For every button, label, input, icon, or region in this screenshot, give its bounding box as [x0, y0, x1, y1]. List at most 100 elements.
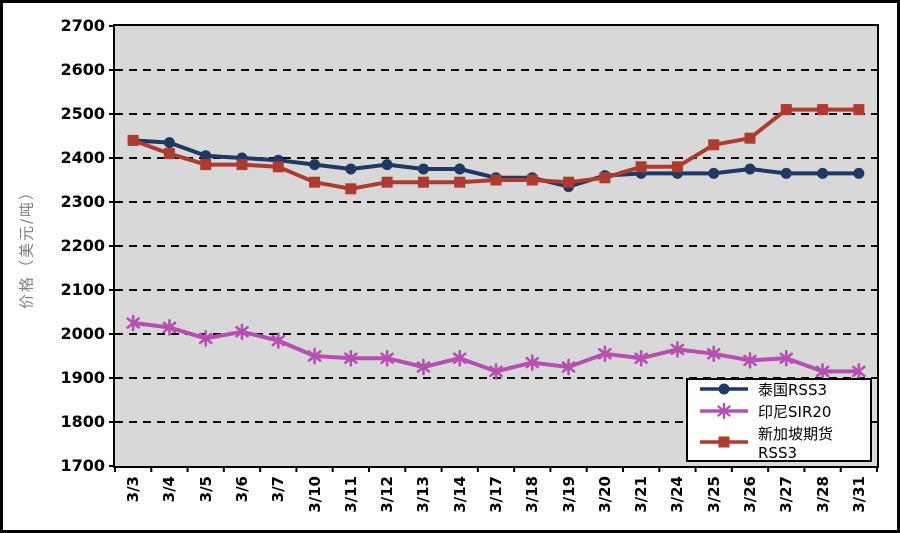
- legend-label: 印尼SIR20: [758, 402, 832, 421]
- y-tick-label: 1700: [60, 456, 105, 475]
- asterisk-marker-icon: [598, 345, 612, 363]
- x-tick-label: 3/7: [269, 476, 288, 503]
- y-tick-label: 1800: [60, 412, 105, 431]
- square-marker-icon: [744, 132, 756, 144]
- asterisk-marker-icon: [634, 349, 648, 367]
- x-tick-label: 3/20: [595, 476, 614, 513]
- circle-marker-icon: [718, 383, 730, 395]
- asterisk-marker-icon: [489, 363, 503, 380]
- y-tick-label: 2700: [60, 16, 105, 35]
- x-tick-label: 3/21: [632, 476, 651, 513]
- legend: 泰国RSS3 印尼SIR20 新加坡期货RSS3: [686, 378, 872, 462]
- circle-marker-icon: [163, 137, 175, 149]
- x-tick-label: 3/10: [305, 476, 324, 513]
- square-marker-icon: [718, 436, 730, 448]
- square-marker-icon: [309, 176, 321, 188]
- asterisk-marker-icon: [452, 349, 467, 367]
- square-marker-icon: [345, 183, 357, 195]
- square-marker-icon: [853, 104, 865, 116]
- x-tick-label: 3/25: [704, 476, 723, 513]
- asterisk-marker-icon: [706, 345, 721, 363]
- y-tick-label: 2100: [60, 280, 105, 299]
- x-tick-label: 3/26: [741, 476, 759, 513]
- circle-marker-icon: [200, 150, 212, 162]
- x-tick-label: 3/18: [523, 476, 542, 513]
- legend-item: 印尼SIR20: [698, 401, 870, 422]
- x-tick-label: 3/12: [378, 476, 397, 513]
- square-marker-icon: [780, 104, 792, 116]
- y-tick-label: 2400: [60, 148, 105, 167]
- legend-item: 泰国RSS3: [698, 379, 870, 400]
- circle-marker-icon: [780, 167, 792, 179]
- x-tick-label: 3/6: [233, 476, 251, 503]
- square-marker-icon: [708, 139, 720, 151]
- asterisk-marker-icon: [815, 363, 830, 380]
- x-tick-label: 3/27: [777, 476, 796, 513]
- circle-marker-icon: [417, 163, 429, 175]
- square-marker-icon: [272, 161, 284, 173]
- square-marker-icon: [454, 176, 466, 188]
- circle-marker-icon: [853, 167, 865, 179]
- asterisk-marker-icon: [743, 352, 757, 369]
- asterisk-marker-icon: [307, 347, 322, 365]
- circle-marker-icon: [381, 159, 393, 171]
- y-tick-label: 1900: [60, 368, 105, 387]
- x-tick-label: 3/24: [668, 476, 687, 513]
- square-marker-icon: [671, 161, 683, 173]
- asterisk-marker-icon: [561, 358, 576, 376]
- x-tick-label: 3/3: [124, 476, 143, 503]
- square-marker-icon: [635, 161, 647, 173]
- y-tick-label: 2600: [60, 60, 105, 79]
- square-marker-icon: [490, 174, 502, 186]
- square-marker-icon: [200, 159, 212, 171]
- x-tick-label: 3/13: [414, 476, 433, 513]
- x-tick-label: 3/4: [160, 476, 179, 503]
- x-tick-label: 3/14: [450, 476, 469, 513]
- asterisk-marker-icon: [416, 358, 431, 376]
- square-marker-icon: [381, 176, 393, 188]
- asterisk-marker-icon: [380, 349, 394, 367]
- square-marker-icon: [163, 148, 175, 160]
- asterisk-marker-icon: [852, 363, 866, 380]
- legend-sample-square: [700, 436, 748, 448]
- square-marker-icon: [127, 134, 139, 146]
- asterisk-marker-icon: [670, 341, 685, 358]
- x-tick-label: 3/17: [487, 476, 505, 513]
- circle-marker-icon: [744, 163, 756, 175]
- legend-label: 新加坡期货RSS3: [758, 424, 834, 462]
- series-square: [127, 104, 865, 195]
- asterisk-marker-icon: [235, 323, 249, 341]
- square-marker-icon: [417, 176, 429, 188]
- x-tick-label: 3/31: [849, 476, 868, 513]
- x-tick-label: 3/5: [196, 476, 215, 503]
- circle-marker-icon: [454, 163, 466, 175]
- x-tick-label: 3/28: [813, 476, 832, 513]
- x-tick-label: 3/19: [559, 476, 578, 513]
- square-marker-icon: [236, 159, 248, 171]
- y-axis-ticks: [109, 25, 115, 467]
- asterisk-marker-icon: [162, 319, 177, 336]
- y-tick-label: 2500: [60, 104, 105, 123]
- y-tick-label: 2200: [60, 236, 105, 255]
- asterisk-marker-icon: [344, 349, 358, 367]
- square-marker-icon: [817, 104, 829, 116]
- legend-item: 新加坡期货RSS3: [698, 423, 870, 462]
- asterisk-marker-icon: [126, 314, 140, 332]
- legend-sample-asterisk: [700, 402, 748, 420]
- asterisk-marker-icon: [271, 332, 286, 349]
- circle-marker-icon: [309, 159, 321, 171]
- x-axis-ticks: [114, 466, 878, 472]
- square-marker-icon: [599, 172, 611, 184]
- asterisk-marker-icon: [717, 402, 731, 420]
- asterisk-marker-icon: [525, 354, 540, 371]
- asterisk-marker-icon: [779, 349, 794, 367]
- legend-label: 泰国RSS3: [758, 380, 828, 399]
- square-marker-icon: [563, 176, 575, 188]
- circle-marker-icon: [345, 163, 357, 175]
- circle-marker-icon: [708, 167, 720, 179]
- x-tick-label: 3/11: [341, 476, 360, 513]
- square-marker-icon: [526, 174, 538, 186]
- series-asterisk: [126, 314, 866, 380]
- y-tick-label: 2300: [60, 192, 105, 211]
